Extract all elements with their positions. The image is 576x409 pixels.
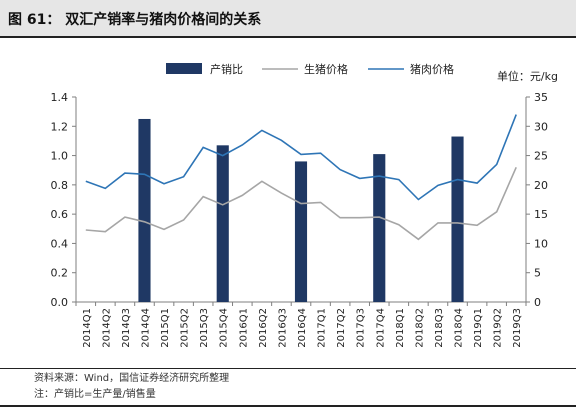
notes: 资料来源：Wind，国信证券经济研究所整理 注：产销比=生产量/销售量 xyxy=(34,371,229,403)
x-tick-label: 2018Q3 xyxy=(434,308,445,348)
x-tick-label: 2019Q3 xyxy=(512,308,523,348)
x-tick-label: 2017Q1 xyxy=(317,308,328,348)
unit-label: 单位：元/kg xyxy=(497,69,558,83)
x-tick-label: 2014Q4 xyxy=(140,308,151,348)
x-tick-label: 2019Q2 xyxy=(493,308,504,348)
bar xyxy=(294,161,308,302)
bar xyxy=(138,118,151,302)
right-tick-label: 10 xyxy=(534,237,548,250)
legend-label: 生猪价格 xyxy=(304,62,348,76)
right-tick-label: 5 xyxy=(534,267,541,280)
x-tick-label: 2016Q1 xyxy=(238,308,249,348)
left-tick-label: 0.4 xyxy=(51,237,69,250)
x-tick-label: 2017Q4 xyxy=(375,308,386,348)
right-tick-label: 35 xyxy=(534,91,548,104)
divider xyxy=(0,405,576,407)
x-tick-label: 2018Q2 xyxy=(414,308,425,348)
left-tick-label: 1.4 xyxy=(51,91,69,104)
source-note: 资料来源：Wind，国信证券经济研究所整理 xyxy=(34,373,230,384)
x-tick-label: 2014Q3 xyxy=(121,308,132,348)
x-tick-label: 2017Q3 xyxy=(356,308,367,348)
figure-title: 图 61： 双汇产销率与猪肉价格间的关系 xyxy=(8,12,262,28)
chart: 0.0 0.2 0.4 0.6 0.8 1.0 1.2 1.4 0 5 10 15 20 25 30 35 20… xyxy=(51,62,559,348)
x-tick-label: 2015Q2 xyxy=(180,308,191,348)
right-tick-label: 15 xyxy=(534,208,548,221)
right-tick-label: 30 xyxy=(534,120,548,133)
x-tick-label: 2015Q1 xyxy=(160,308,171,348)
divider xyxy=(0,368,576,369)
x-tick-label: 2019Q1 xyxy=(473,308,484,348)
bar xyxy=(216,145,229,302)
right-tick-label: 20 xyxy=(534,179,548,192)
bar xyxy=(373,154,386,302)
x-tick-label: 2014Q2 xyxy=(101,308,112,348)
legend-swatch-bar xyxy=(166,63,202,74)
legend-label: 猪肉价格 xyxy=(410,62,454,76)
bar xyxy=(451,136,464,302)
x-tick-label: 2018Q4 xyxy=(454,308,465,348)
left-tick-label: 1.2 xyxy=(51,120,69,133)
legend-label: 产销比 xyxy=(210,62,243,76)
left-tick-label: 0.2 xyxy=(51,267,69,280)
x-tick-label: 2014Q1 xyxy=(82,308,93,348)
x-tick-label: 2016Q3 xyxy=(277,308,288,348)
pork-price-line xyxy=(85,114,517,201)
ratio-note: 注：产销比=生产量/销售量 xyxy=(34,389,156,400)
left-tick-label: 0.0 xyxy=(51,296,69,309)
hog-price-line xyxy=(85,166,517,241)
x-tick-label: 2018Q1 xyxy=(395,308,406,348)
x-tick-label: 2017Q2 xyxy=(336,308,347,348)
right-tick-label: 0 xyxy=(534,296,541,309)
title-bar: 图 61： 双汇产销率与猪肉价格间的关系 xyxy=(0,0,576,38)
x-tick-label: 2015Q4 xyxy=(219,308,230,348)
left-tick-label: 0.6 xyxy=(51,208,69,221)
x-tick-label: 2015Q3 xyxy=(199,308,210,348)
left-tick-label: 0.8 xyxy=(51,179,69,192)
x-tick-label: 2016Q2 xyxy=(258,308,269,348)
left-tick-label: 1.0 xyxy=(51,150,69,163)
x-tick-label: 2016Q4 xyxy=(297,308,308,348)
right-tick-label: 25 xyxy=(534,150,548,163)
